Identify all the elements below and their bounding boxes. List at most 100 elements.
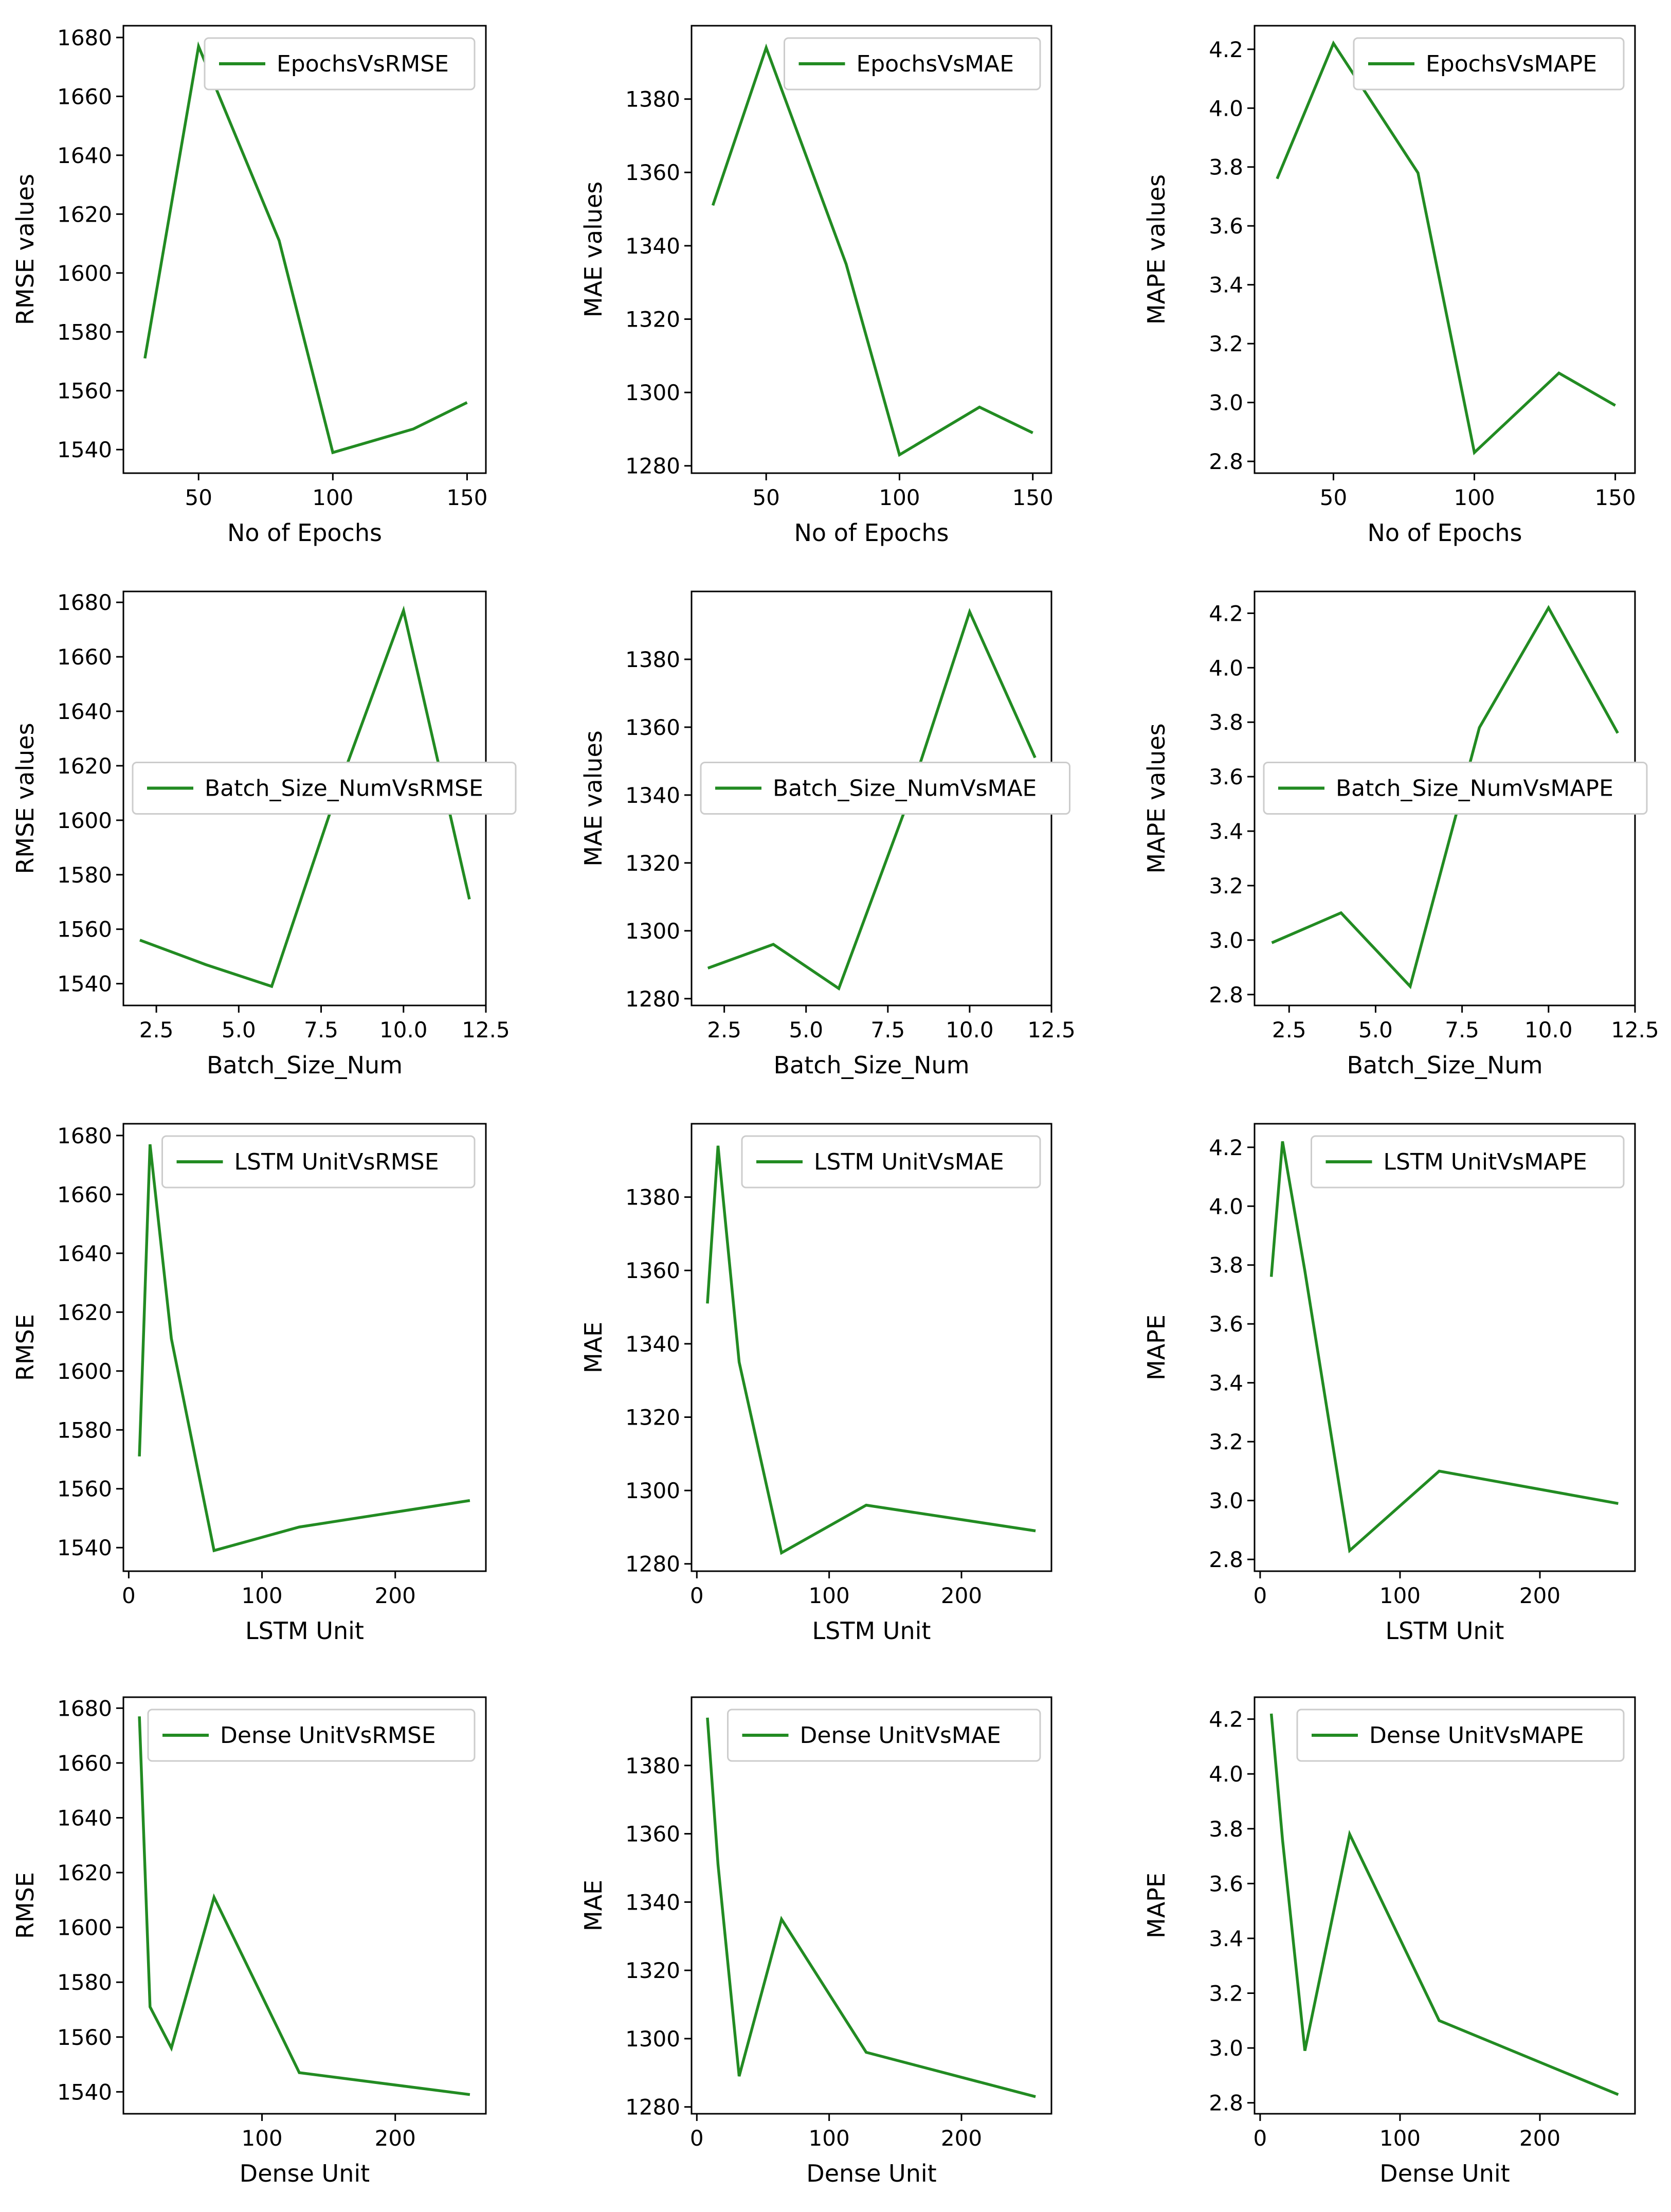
x-axis-label: No of Epochs xyxy=(794,519,949,547)
y-tick-label: 3.6 xyxy=(1209,1311,1243,1337)
x-tick-label: 2.5 xyxy=(707,1017,741,1042)
legend-box xyxy=(1353,37,1625,91)
y-axis-label: RMSE xyxy=(11,1314,39,1381)
x-tick-label: 100 xyxy=(1379,2126,1421,2151)
chart-panel-9: 0 100 200 2.8 3.0 3.2 3.4 3.6 3.8 4.0 4.2 LSTM Unit… xyxy=(1142,1123,1636,1645)
legend-box xyxy=(1311,1135,1625,1189)
x-axis-label: Dense Unit xyxy=(1379,2160,1510,2187)
y-tick-label: 3.8 xyxy=(1209,155,1243,180)
legend: EpochsVsMAPE xyxy=(1353,37,1625,91)
y-tick-label: 1560 xyxy=(57,917,112,942)
chart-panel-10: 100 200 1540 1560 1580 1600 1620 1640 1660 1680 De… xyxy=(11,1696,487,2187)
chart-panel-8: 0 100 200 1280 1300 1320 1340 1360 1380 LSTM Unit… xyxy=(579,1123,1052,1645)
x-tick-label: 150 xyxy=(1595,485,1636,510)
x-tick-label: 100 xyxy=(241,2126,282,2151)
y-tick-label: 1640 xyxy=(57,1805,112,1830)
y-tick-label: 1620 xyxy=(57,1300,112,1325)
y-tick-label: 1360 xyxy=(625,1258,680,1283)
chart-panel-11: 0 100 200 1280 1300 1320 1340 1360 1380 Dense Uni… xyxy=(579,1696,1052,2187)
legend-box xyxy=(1263,762,1648,815)
y-tick-label: 4.0 xyxy=(1209,96,1243,121)
series-line xyxy=(1276,40,1616,456)
y-tick-label: 1540 xyxy=(57,2079,112,2105)
y-axis-label: MAPE values xyxy=(1142,723,1170,873)
chart-panel-5: 2.5 5.0 7.5 10.0 12.5 1280 1300 1320 1340 1360 138… xyxy=(579,590,1076,1079)
x-tick-label: 7.5 xyxy=(1445,1017,1479,1042)
x-tick-label: 0 xyxy=(1254,2126,1267,2151)
x-tick-label: 7.5 xyxy=(304,1017,338,1042)
x-tick-label: 200 xyxy=(375,2126,416,2151)
legend-box xyxy=(700,762,1070,815)
plot-frame xyxy=(122,1123,487,1572)
y-tick-label: 1360 xyxy=(625,1822,680,1847)
chart-panel-2: 50 100 150 1280 1300 1320 1340 1360 1380 No of Ep… xyxy=(579,25,1054,547)
y-tick-label: 1300 xyxy=(625,2026,680,2052)
y-tick-label: 1680 xyxy=(57,1123,112,1148)
chart-panel-1: 50 100 150 1540 1560 1580 1600 1620 1640 1660 1680… xyxy=(11,25,488,547)
x-tick-label: 100 xyxy=(312,485,353,510)
x-axis-label: Dense Unit xyxy=(806,2160,936,2187)
x-tick-label: 100 xyxy=(241,1583,282,1608)
y-axis-label: MAE values xyxy=(579,182,607,317)
y-tick-label: 1280 xyxy=(625,1552,680,1577)
y-tick-label: 1320 xyxy=(625,1958,680,1983)
x-tick-label: 100 xyxy=(1379,1583,1421,1608)
y-tick-label: 1580 xyxy=(57,1970,112,1995)
y-tick-label: 1320 xyxy=(625,307,680,332)
legend-box xyxy=(161,1135,476,1189)
x-tick-label: 2.5 xyxy=(139,1017,174,1042)
y-tick-label: 1600 xyxy=(57,1359,112,1384)
legend: LSTM UnitVsMAPE xyxy=(1311,1135,1625,1189)
y-tick-label: 4.0 xyxy=(1209,1194,1243,1219)
x-tick-label: 0 xyxy=(122,1583,136,1608)
x-axis-label: Dense Unit xyxy=(240,2160,370,2187)
x-tick-label: 12.5 xyxy=(1611,1017,1659,1042)
y-tick-label: 3.8 xyxy=(1209,1253,1243,1278)
chart-panel-4: 2.5 5.0 7.5 10.0 12.5 1540 1560 1580 1600 1620 164… xyxy=(11,590,517,1079)
x-tick-label: 100 xyxy=(1454,485,1495,510)
y-tick-label: 1680 xyxy=(57,590,112,615)
y-tick-label: 1280 xyxy=(625,986,680,1012)
y-tick-label: 1640 xyxy=(57,143,112,168)
y-tick-label: 1340 xyxy=(625,783,680,808)
chart-panel-3: 50 100 150 2.8 3.0 3.2 3.4 3.6 3.8 4.0 4.2 No of Ep… xyxy=(1142,25,1636,547)
y-tick-label: 1660 xyxy=(57,84,112,109)
y-axis-label: MAE xyxy=(579,1880,607,1931)
y-tick-label: 4.2 xyxy=(1209,37,1243,62)
x-tick-label: 200 xyxy=(941,2126,982,2151)
legend: EpochsVsMAE xyxy=(784,37,1041,91)
y-tick-label: 3.6 xyxy=(1209,213,1243,239)
legend-label: EpochsVsMAPE xyxy=(1426,51,1597,77)
y-tick-label: 1680 xyxy=(57,25,112,50)
x-tick-label: 0 xyxy=(1254,1583,1267,1608)
y-axis-label: MAE xyxy=(579,1322,607,1373)
y-tick-label: 3.2 xyxy=(1209,331,1243,356)
series-line xyxy=(143,41,468,455)
y-tick-label: 2.8 xyxy=(1209,2091,1243,2116)
y-tick-label: 1560 xyxy=(57,1477,112,1502)
y-tick-label: 3.4 xyxy=(1209,1926,1243,1951)
legend: LSTM UnitVsMAE xyxy=(741,1135,1041,1189)
series-line xyxy=(1269,1141,1619,1554)
y-tick-label: 3.2 xyxy=(1209,1981,1243,2006)
y-tick-label: 3.8 xyxy=(1209,1817,1243,1842)
y-tick-label: 1600 xyxy=(57,1915,112,1940)
plot-frame xyxy=(122,1696,487,2115)
y-tick-label: 4.0 xyxy=(1209,1761,1243,1787)
y-tick-label: 3.0 xyxy=(1209,1488,1243,1514)
y-tick-label: 1640 xyxy=(57,1241,112,1266)
y-tick-label: 1280 xyxy=(625,454,680,479)
y-axis-label: RMSE values xyxy=(11,174,39,325)
legend-box xyxy=(1296,1709,1625,1762)
series-line xyxy=(138,1144,470,1553)
y-tick-label: 1340 xyxy=(625,1332,680,1357)
y-tick-label: 1660 xyxy=(57,1751,112,1776)
y-tick-label: 4.0 xyxy=(1209,655,1243,680)
y-tick-label: 3.4 xyxy=(1209,1371,1243,1396)
x-axis-label: No of Epochs xyxy=(1368,519,1522,547)
x-tick-label: 0 xyxy=(690,2126,704,2151)
plot-frame xyxy=(1254,25,1636,474)
y-tick-label: 1340 xyxy=(625,233,680,259)
legend-label: Dense UnitVsMAE xyxy=(800,1722,1001,1749)
y-tick-label: 1620 xyxy=(57,1860,112,1885)
